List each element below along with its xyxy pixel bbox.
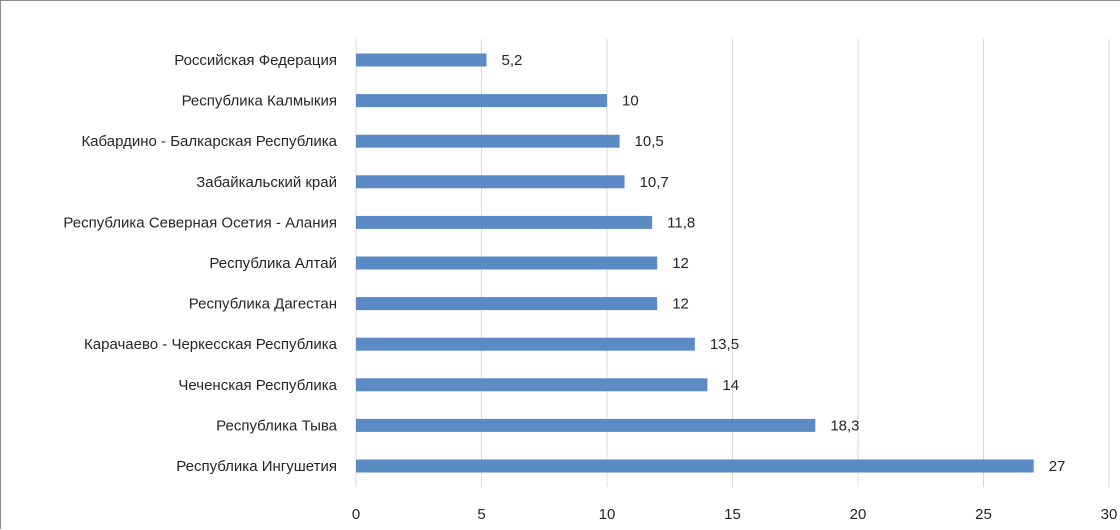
bar-5 [356,256,658,270]
category-label-1: Республика Калмыкия [182,93,337,110]
bar-6 [356,297,658,311]
value-label-5: 12 [672,255,689,272]
labels: 0 5 10 15 20 25 30 Российская Федерация 5,2 Респу… [63,52,1117,523]
bar-3 [356,175,625,189]
x-tick-label-0: 0 [352,506,360,523]
value-label-3: 10,7 [640,174,669,191]
bar-7 [356,337,695,351]
bar-2 [356,134,620,148]
category-label-7: Карачаево - Черкесская Республика [84,336,338,353]
value-label-4: 11,8 [667,214,695,231]
bar-4 [356,215,653,229]
bars [356,53,1034,473]
category-label-10: Республика Ингушетия [176,458,337,475]
bar-1 [356,94,607,108]
category-label-6: Республика Дагестан [189,296,337,313]
category-label-0: Российская Федерация [174,52,337,69]
value-label-2: 10,5 [635,133,664,150]
bar-9 [356,418,816,432]
x-tick-label-30: 30 [1101,506,1118,523]
category-label-4: Республика Северная Осетия - Алания [63,214,337,231]
x-tick-label-10: 10 [599,506,616,523]
value-label-7: 13,5 [710,336,739,353]
category-label-8: Чеченская Республика [178,377,337,394]
x-tick-label-5: 5 [477,506,485,523]
x-tick-label-20: 20 [850,506,867,523]
category-label-5: Республика Алтай [209,255,337,272]
value-label-10: 27 [1049,458,1066,475]
value-label-6: 12 [672,296,689,313]
value-label-1: 10 [622,93,639,110]
bar-10 [356,459,1034,473]
category-label-2: Кабардино - Балкарская Республика [81,133,337,150]
category-label-3: Забайкальский край [196,174,337,191]
value-label-0: 5,2 [502,52,523,69]
bar-8 [356,378,708,392]
category-label-9: Республика Тыва [216,417,338,434]
bar-0 [356,53,487,67]
value-label-8: 14 [722,377,739,394]
x-tick-label-15: 15 [724,506,741,523]
x-tick-label-25: 25 [975,506,992,523]
value-label-9: 18,3 [830,417,859,434]
